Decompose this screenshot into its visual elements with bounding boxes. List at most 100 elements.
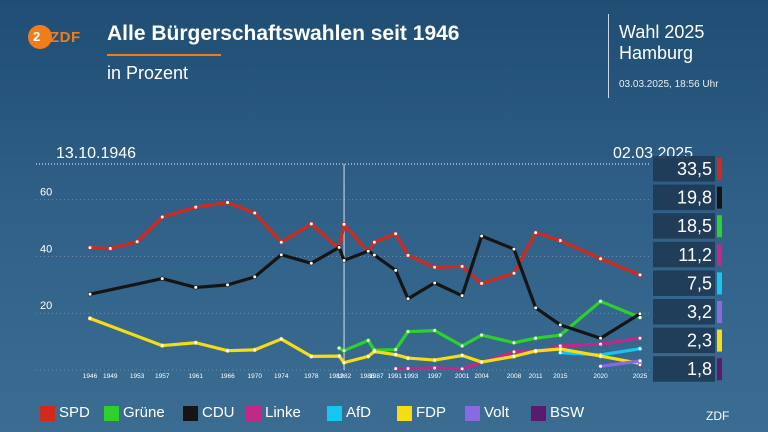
x-tick-label: 1970 (247, 373, 262, 380)
data-point (279, 252, 284, 257)
title-underline (107, 54, 221, 56)
data-point (432, 328, 437, 333)
x-tick-label: 1974 (274, 373, 289, 380)
x-tick-label: 1982 (337, 373, 352, 380)
result-color-bar (717, 186, 722, 209)
result-color-bar (717, 158, 722, 180)
legend-label: Linke (265, 404, 301, 421)
data-point (87, 245, 93, 250)
legend-swatch (327, 406, 342, 421)
result-color-bar (717, 301, 722, 323)
data-point (598, 299, 603, 304)
data-point (598, 353, 603, 359)
data-point (460, 343, 465, 348)
x-tick-label: 2015 (553, 373, 568, 380)
legend-swatch (183, 406, 198, 421)
election-region: Hamburg (619, 43, 694, 63)
data-point (598, 342, 603, 347)
data-point (460, 264, 465, 269)
data-point (637, 346, 643, 351)
data-point (405, 355, 411, 361)
x-tick-label: 1961 (189, 373, 204, 380)
data-point (225, 282, 230, 287)
data-point (337, 346, 342, 351)
data-point (460, 293, 465, 298)
header-divider (608, 14, 609, 98)
data-point (393, 268, 398, 273)
series-line-spd (89, 200, 641, 286)
data-point (479, 359, 484, 365)
legend-swatch (104, 406, 119, 421)
data-point (479, 281, 484, 286)
result-color-bar (717, 329, 722, 352)
data-point (309, 261, 314, 266)
legend-swatch (246, 406, 261, 421)
x-tick-label: 1949 (103, 373, 118, 380)
result-value: 18,5 (677, 216, 712, 236)
result-box (653, 356, 715, 382)
legend-label: FDP (416, 404, 446, 421)
data-point (511, 349, 517, 354)
data-point (279, 336, 284, 342)
data-point (372, 252, 377, 258)
result-box (653, 299, 715, 325)
zdf-logo: 2 ZDF (28, 25, 80, 49)
data-point (479, 332, 484, 338)
data-point (460, 366, 465, 371)
data-point (372, 349, 377, 354)
result-box (653, 213, 715, 239)
legend-label: Grüne (123, 404, 165, 421)
data-point (511, 340, 517, 345)
data-point (160, 214, 165, 220)
data-point (405, 366, 411, 371)
data-point (479, 233, 484, 239)
x-tick-label: 1957 (155, 373, 170, 380)
result-value: 7,5 (687, 273, 712, 293)
data-point (366, 248, 371, 254)
legend-label: CDU (202, 404, 235, 421)
result-box (653, 241, 715, 268)
data-point (637, 358, 643, 364)
data-point (135, 239, 140, 244)
data-point (432, 280, 437, 285)
data-point (337, 245, 342, 250)
data-point (108, 246, 113, 251)
x-tick-label: 2004 (474, 373, 489, 380)
data-point (309, 221, 314, 226)
data-point (341, 348, 347, 353)
y-tick-label: 60 (40, 187, 52, 199)
data-point (87, 292, 93, 297)
result-color-bar (717, 272, 722, 295)
legend-swatch (531, 406, 546, 421)
data-point (558, 238, 563, 243)
y-tick-label: 20 (40, 300, 52, 312)
data-point (533, 230, 538, 235)
data-point (279, 240, 284, 245)
data-point (252, 274, 257, 280)
series-line-cdu (89, 234, 641, 340)
logo-mark: 2 (33, 29, 41, 44)
data-point (432, 265, 437, 270)
result-color-bar (717, 358, 722, 381)
data-point (533, 336, 538, 341)
timestamp: 03.03.2025, 18:56 Uhr (619, 79, 719, 90)
data-point (160, 343, 165, 348)
data-point (637, 362, 643, 367)
legend-label: BSW (550, 404, 585, 421)
data-point (511, 246, 517, 252)
legend-label: AfD (346, 404, 372, 421)
result-value: 19,8 (677, 188, 712, 208)
result-value: 33,5 (677, 159, 712, 179)
legend-label: SPD (59, 404, 90, 421)
legend-swatch (465, 406, 480, 421)
data-point (341, 258, 347, 263)
x-tick-label: 2008 (507, 373, 522, 380)
data-point (558, 350, 563, 355)
data-point (533, 305, 538, 310)
data-point (393, 352, 398, 357)
x-tick-label: 2001 (455, 373, 470, 380)
x-tick-label: 1997 (427, 373, 442, 380)
data-point (252, 347, 257, 352)
data-point (432, 365, 437, 371)
x-tick-label: 2020 (593, 373, 608, 380)
